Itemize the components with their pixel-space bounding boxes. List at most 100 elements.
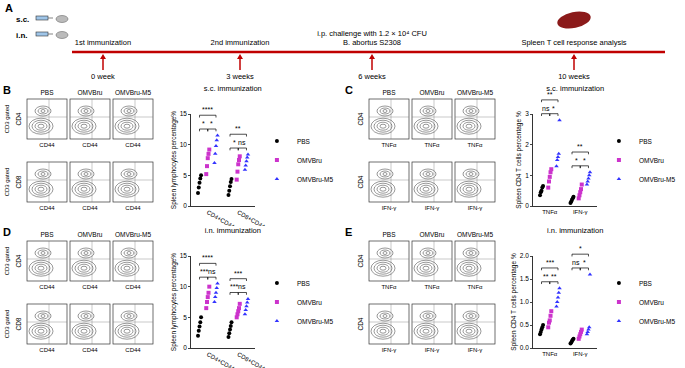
svg-text:ns: ns <box>572 259 580 266</box>
svg-text:OMVBru-M5: OMVBru-M5 <box>297 176 334 183</box>
svg-text:Spleen T cell response analysi: Spleen T cell response analysis <box>521 38 626 47</box>
svg-text:3 weeks: 3 weeks <box>226 72 254 81</box>
svg-text:OMVBru-M5: OMVBru-M5 <box>115 231 152 238</box>
svg-text:0: 0 <box>183 202 187 209</box>
svg-text:ns: ns <box>542 105 550 112</box>
svg-text:**: ** <box>543 273 549 280</box>
svg-text:PBS: PBS <box>40 231 54 238</box>
svg-text:6 weeks: 6 weeks <box>358 72 386 81</box>
svg-text:CD44: CD44 <box>125 347 141 353</box>
svg-text:****: **** <box>202 254 213 261</box>
svg-text:OMVBru-M5: OMVBru-M5 <box>639 176 676 183</box>
svg-text:CD44: CD44 <box>82 142 98 148</box>
svg-text:***: *** <box>234 270 242 277</box>
svg-text:A: A <box>5 2 13 14</box>
svg-text:*: * <box>583 259 586 266</box>
svg-text:CD4: CD4 <box>357 175 364 188</box>
svg-text:OMVBru-M5: OMVBru-M5 <box>457 89 494 96</box>
svg-text:CD8: CD8 <box>15 175 22 188</box>
svg-text:CD44: CD44 <box>125 205 141 211</box>
svg-text:*: * <box>233 139 236 146</box>
svg-text:CD44: CD44 <box>82 205 98 211</box>
svg-text:E: E <box>345 226 352 238</box>
svg-text:10: 10 <box>180 141 188 148</box>
svg-text:OMVBru-M5: OMVBru-M5 <box>639 318 676 325</box>
svg-text:***: *** <box>230 283 238 290</box>
svg-text:PBS: PBS <box>382 89 396 96</box>
svg-text:OMVBru: OMVBru <box>639 157 664 164</box>
svg-text:CD4: CD4 <box>357 254 364 267</box>
svg-text:s.c.: s.c. <box>16 15 29 24</box>
svg-text:CD8: CD8 <box>15 317 22 330</box>
svg-text:CD4+CD44+: CD4+CD44+ <box>206 351 239 368</box>
svg-text:10 weeks: 10 weeks <box>558 72 590 81</box>
svg-text:5: 5 <box>183 172 187 179</box>
svg-text:TNFα: TNFα <box>542 351 558 357</box>
svg-text:CD8+CD44+: CD8+CD44+ <box>236 209 269 226</box>
svg-text:10: 10 <box>180 283 188 290</box>
svg-text:CD3 gated: CD3 gated <box>4 105 10 134</box>
svg-text:ns: ns <box>238 139 246 146</box>
svg-text:TNFα: TNFα <box>542 209 558 215</box>
svg-text:**: ** <box>235 125 241 132</box>
svg-text:15: 15 <box>180 110 188 117</box>
svg-text:CD44: CD44 <box>125 142 141 148</box>
svg-text:IFN-γ: IFN-γ <box>382 347 397 353</box>
svg-text:3: 3 <box>525 110 529 117</box>
svg-text:IFN-γ: IFN-γ <box>468 205 483 211</box>
svg-text:IFN-γ: IFN-γ <box>382 205 397 211</box>
svg-text:CD44: CD44 <box>39 284 55 290</box>
svg-text:1.0: 1.0 <box>520 298 529 305</box>
svg-text:2: 2 <box>525 141 529 148</box>
svg-text:0.5: 0.5 <box>520 321 529 328</box>
svg-text:i.n. immunization: i.n. immunization <box>205 226 261 235</box>
svg-text:IFN-γ: IFN-γ <box>573 209 588 215</box>
svg-text:s.c. immunization: s.c. immunization <box>204 84 262 93</box>
svg-text:CD44: CD44 <box>39 347 55 353</box>
svg-text:***: *** <box>200 268 208 275</box>
svg-text:PBS: PBS <box>382 231 396 238</box>
svg-text:TNFα: TNFα <box>467 284 483 290</box>
svg-text:TNFα: TNFα <box>381 142 397 148</box>
svg-text:**: ** <box>551 273 557 280</box>
svg-text:1: 1 <box>525 172 529 179</box>
svg-text:PBS: PBS <box>297 138 311 145</box>
svg-text:s.c. immunization: s.c. immunization <box>546 84 604 93</box>
svg-text:5: 5 <box>183 314 187 321</box>
svg-text:IFN-γ: IFN-γ <box>573 351 588 357</box>
svg-text:Spleen lymphocytes percentage%: Spleen lymphocytes percentage% <box>170 111 178 210</box>
svg-text:*: * <box>583 157 586 164</box>
svg-text:OMVBru: OMVBru <box>420 89 445 96</box>
svg-text:CD44: CD44 <box>125 284 141 290</box>
svg-text:ns: ns <box>238 283 246 290</box>
svg-text:Spleen CD4 T cells percentage: Spleen CD4 T cells percentage % <box>510 253 518 351</box>
svg-text:TNFα: TNFα <box>381 284 397 290</box>
svg-text:OMVBru-M5: OMVBru-M5 <box>115 89 152 96</box>
svg-text:2.0: 2.0 <box>520 252 529 259</box>
svg-text:*: * <box>210 120 213 127</box>
svg-text:CD4: CD4 <box>15 254 22 267</box>
svg-text:*: * <box>552 105 555 112</box>
svg-text:CD44: CD44 <box>39 142 55 148</box>
svg-text:PBS: PBS <box>639 280 653 287</box>
svg-text:*: * <box>575 157 578 164</box>
svg-text:0: 0 <box>525 202 529 209</box>
svg-text:0: 0 <box>183 344 187 351</box>
svg-text:CD3 gated: CD3 gated <box>4 168 10 197</box>
svg-text:*: * <box>579 245 582 252</box>
svg-text:CD44: CD44 <box>82 284 98 290</box>
svg-text:IFN-γ: IFN-γ <box>468 347 483 353</box>
svg-text:CD44: CD44 <box>39 205 55 211</box>
svg-text:0 week: 0 week <box>91 72 115 81</box>
svg-text:CD4: CD4 <box>357 317 364 330</box>
svg-text:OMVBru: OMVBru <box>297 299 322 306</box>
svg-text:ns: ns <box>208 268 216 275</box>
svg-text:CD4+CD44+: CD4+CD44+ <box>206 209 239 226</box>
svg-text:1.5: 1.5 <box>520 275 529 282</box>
svg-text:i.n. immunization: i.n. immunization <box>547 226 603 235</box>
svg-text:OMVBru: OMVBru <box>639 299 664 306</box>
svg-text:OMVBru-M5: OMVBru-M5 <box>457 231 494 238</box>
svg-text:B. abortus S2308: B. abortus S2308 <box>343 38 401 47</box>
svg-text:CD8+CD44+: CD8+CD44+ <box>236 351 269 368</box>
svg-text:CD3 gated: CD3 gated <box>4 310 10 339</box>
